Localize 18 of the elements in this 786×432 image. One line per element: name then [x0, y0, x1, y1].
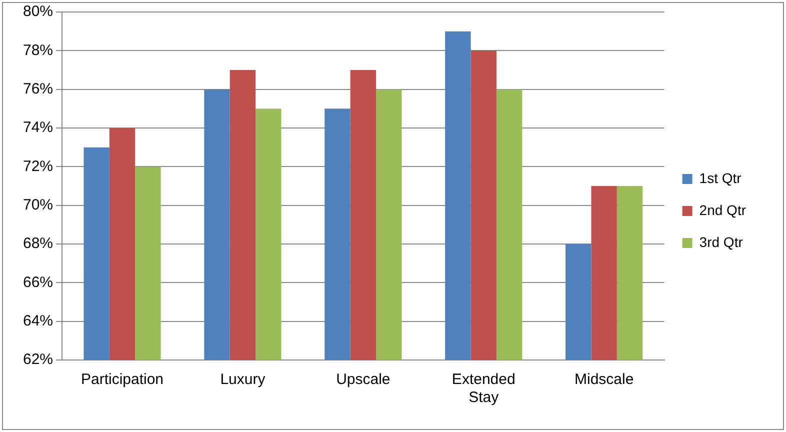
y-tick-label: 72%: [22, 158, 54, 175]
y-tick-label: 64%: [22, 312, 54, 330]
x-tick-label: Luxury: [220, 371, 266, 388]
y-tick-label: 80%: [22, 3, 54, 20]
y-tick-label: 78%: [22, 42, 54, 59]
x-tick-label: Extended Stay: [452, 371, 516, 406]
x-tick-label: Upscale: [336, 371, 390, 388]
legend-label: 2nd Qtr: [699, 202, 746, 218]
y-tick-label: 66%: [22, 274, 54, 291]
x-tick-label: Midscale: [574, 371, 634, 388]
y-tick-label: 76%: [22, 80, 54, 98]
legend-label: 3rd Qtr: [699, 234, 744, 250]
y-tick-label: 70%: [22, 196, 54, 214]
y-tick-label: 62%: [22, 351, 54, 368]
y-tick-label: 68%: [22, 235, 54, 252]
y-tick-label: 74%: [22, 119, 54, 136]
legend-label: 1st Qtr: [699, 170, 742, 186]
x-tick-label: Participation: [80, 371, 164, 388]
